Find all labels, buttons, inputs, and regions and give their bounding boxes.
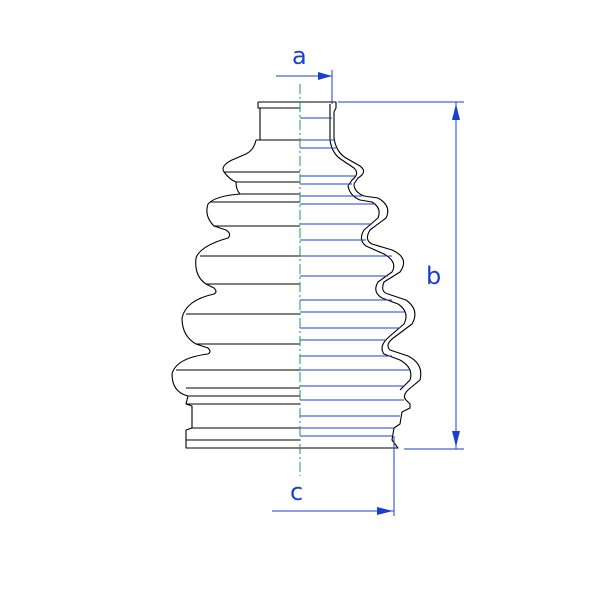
boot-right-half-section <box>300 101 422 449</box>
dimension-label-c: c <box>290 478 303 506</box>
section-hatch-lines <box>300 117 410 437</box>
boot-left-half-outline <box>171 101 300 449</box>
dimension-label-b: b <box>426 262 441 290</box>
dimension-b: b <box>338 101 464 450</box>
dimension-c: c <box>272 436 395 516</box>
dimension-a: a <box>276 42 333 104</box>
dimension-label-a: a <box>292 42 307 70</box>
